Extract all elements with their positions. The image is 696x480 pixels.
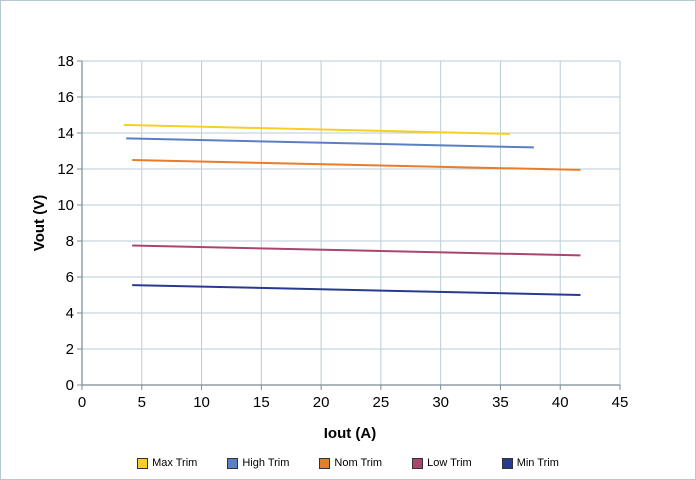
axes: [77, 60, 621, 390]
legend-item-max-trim: Max Trim: [137, 457, 197, 469]
y-tick-labels: 0 2 4 6 8 10 12 14 16 18: [57, 53, 74, 394]
legend-item-min-trim: Min Trim: [501, 457, 559, 469]
y-tick-label: 6: [66, 269, 74, 286]
legend: Max Trim High Trim Nom Trim Low Trim Min Tri…: [0, 457, 696, 469]
y-tick-label: 8: [66, 233, 74, 250]
x-tick-label: 15: [253, 394, 270, 411]
x-tick-label: 35: [492, 394, 509, 411]
legend-label: Max Trim: [152, 457, 198, 469]
legend-swatch: [319, 457, 331, 469]
x-tick-label: 30: [432, 394, 449, 411]
x-tick-label: 25: [373, 394, 390, 411]
legend-item-nom-trim: Nom Trim: [319, 457, 382, 469]
x-tick-label: 20: [313, 394, 330, 411]
legend-item-high-trim: High Trim: [227, 457, 289, 469]
legend-label: Nom Trim: [334, 457, 383, 469]
series-line-high-trim: [126, 137, 534, 149]
y-tick-label: 14: [57, 125, 74, 142]
x-tick-labels: 0 5 10 15 20 25 30 35 40 45: [78, 394, 629, 411]
y-tick-label: 2: [66, 341, 74, 358]
line-chart: 0 5 10 15 20 25 30 35 40 45 0 2 4 6 8 10 12 14 16 18 Iout …: [31, 53, 629, 442]
x-tick-label: 45: [612, 394, 629, 411]
legend-swatch: [501, 457, 513, 469]
y-tick-label: 16: [57, 89, 74, 106]
legend-label: Low Trim: [427, 457, 472, 469]
series-line-max-trim: [123, 123, 511, 135]
grid: [82, 60, 621, 385]
series-line-low-trim: [132, 244, 581, 257]
x-tick-label: 5: [138, 394, 146, 411]
y-tick-label: 10: [57, 197, 74, 214]
y-axis-title: Vout (V): [31, 195, 48, 251]
legend-swatch: [412, 457, 424, 469]
legend-swatch: [227, 457, 239, 469]
x-tick-label: 10: [193, 394, 210, 411]
legend-label: Min Trim: [516, 457, 559, 469]
x-axis-title: Iout (A): [324, 425, 376, 442]
legend-item-low-trim: Low Trim: [412, 457, 472, 469]
legend-label: High Trim: [242, 457, 290, 469]
x-tick-label: 0: [78, 394, 86, 411]
x-tick-label: 40: [552, 394, 569, 411]
series-line-nom-trim: [132, 159, 581, 171]
y-tick-label: 18: [57, 53, 74, 70]
y-tick-label: 4: [66, 305, 74, 322]
series-lines: [123, 123, 581, 296]
y-tick-label: 12: [57, 161, 74, 178]
legend-swatch: [137, 457, 149, 469]
series-line-min-trim: [132, 284, 581, 296]
y-tick-label: 0: [66, 377, 74, 394]
